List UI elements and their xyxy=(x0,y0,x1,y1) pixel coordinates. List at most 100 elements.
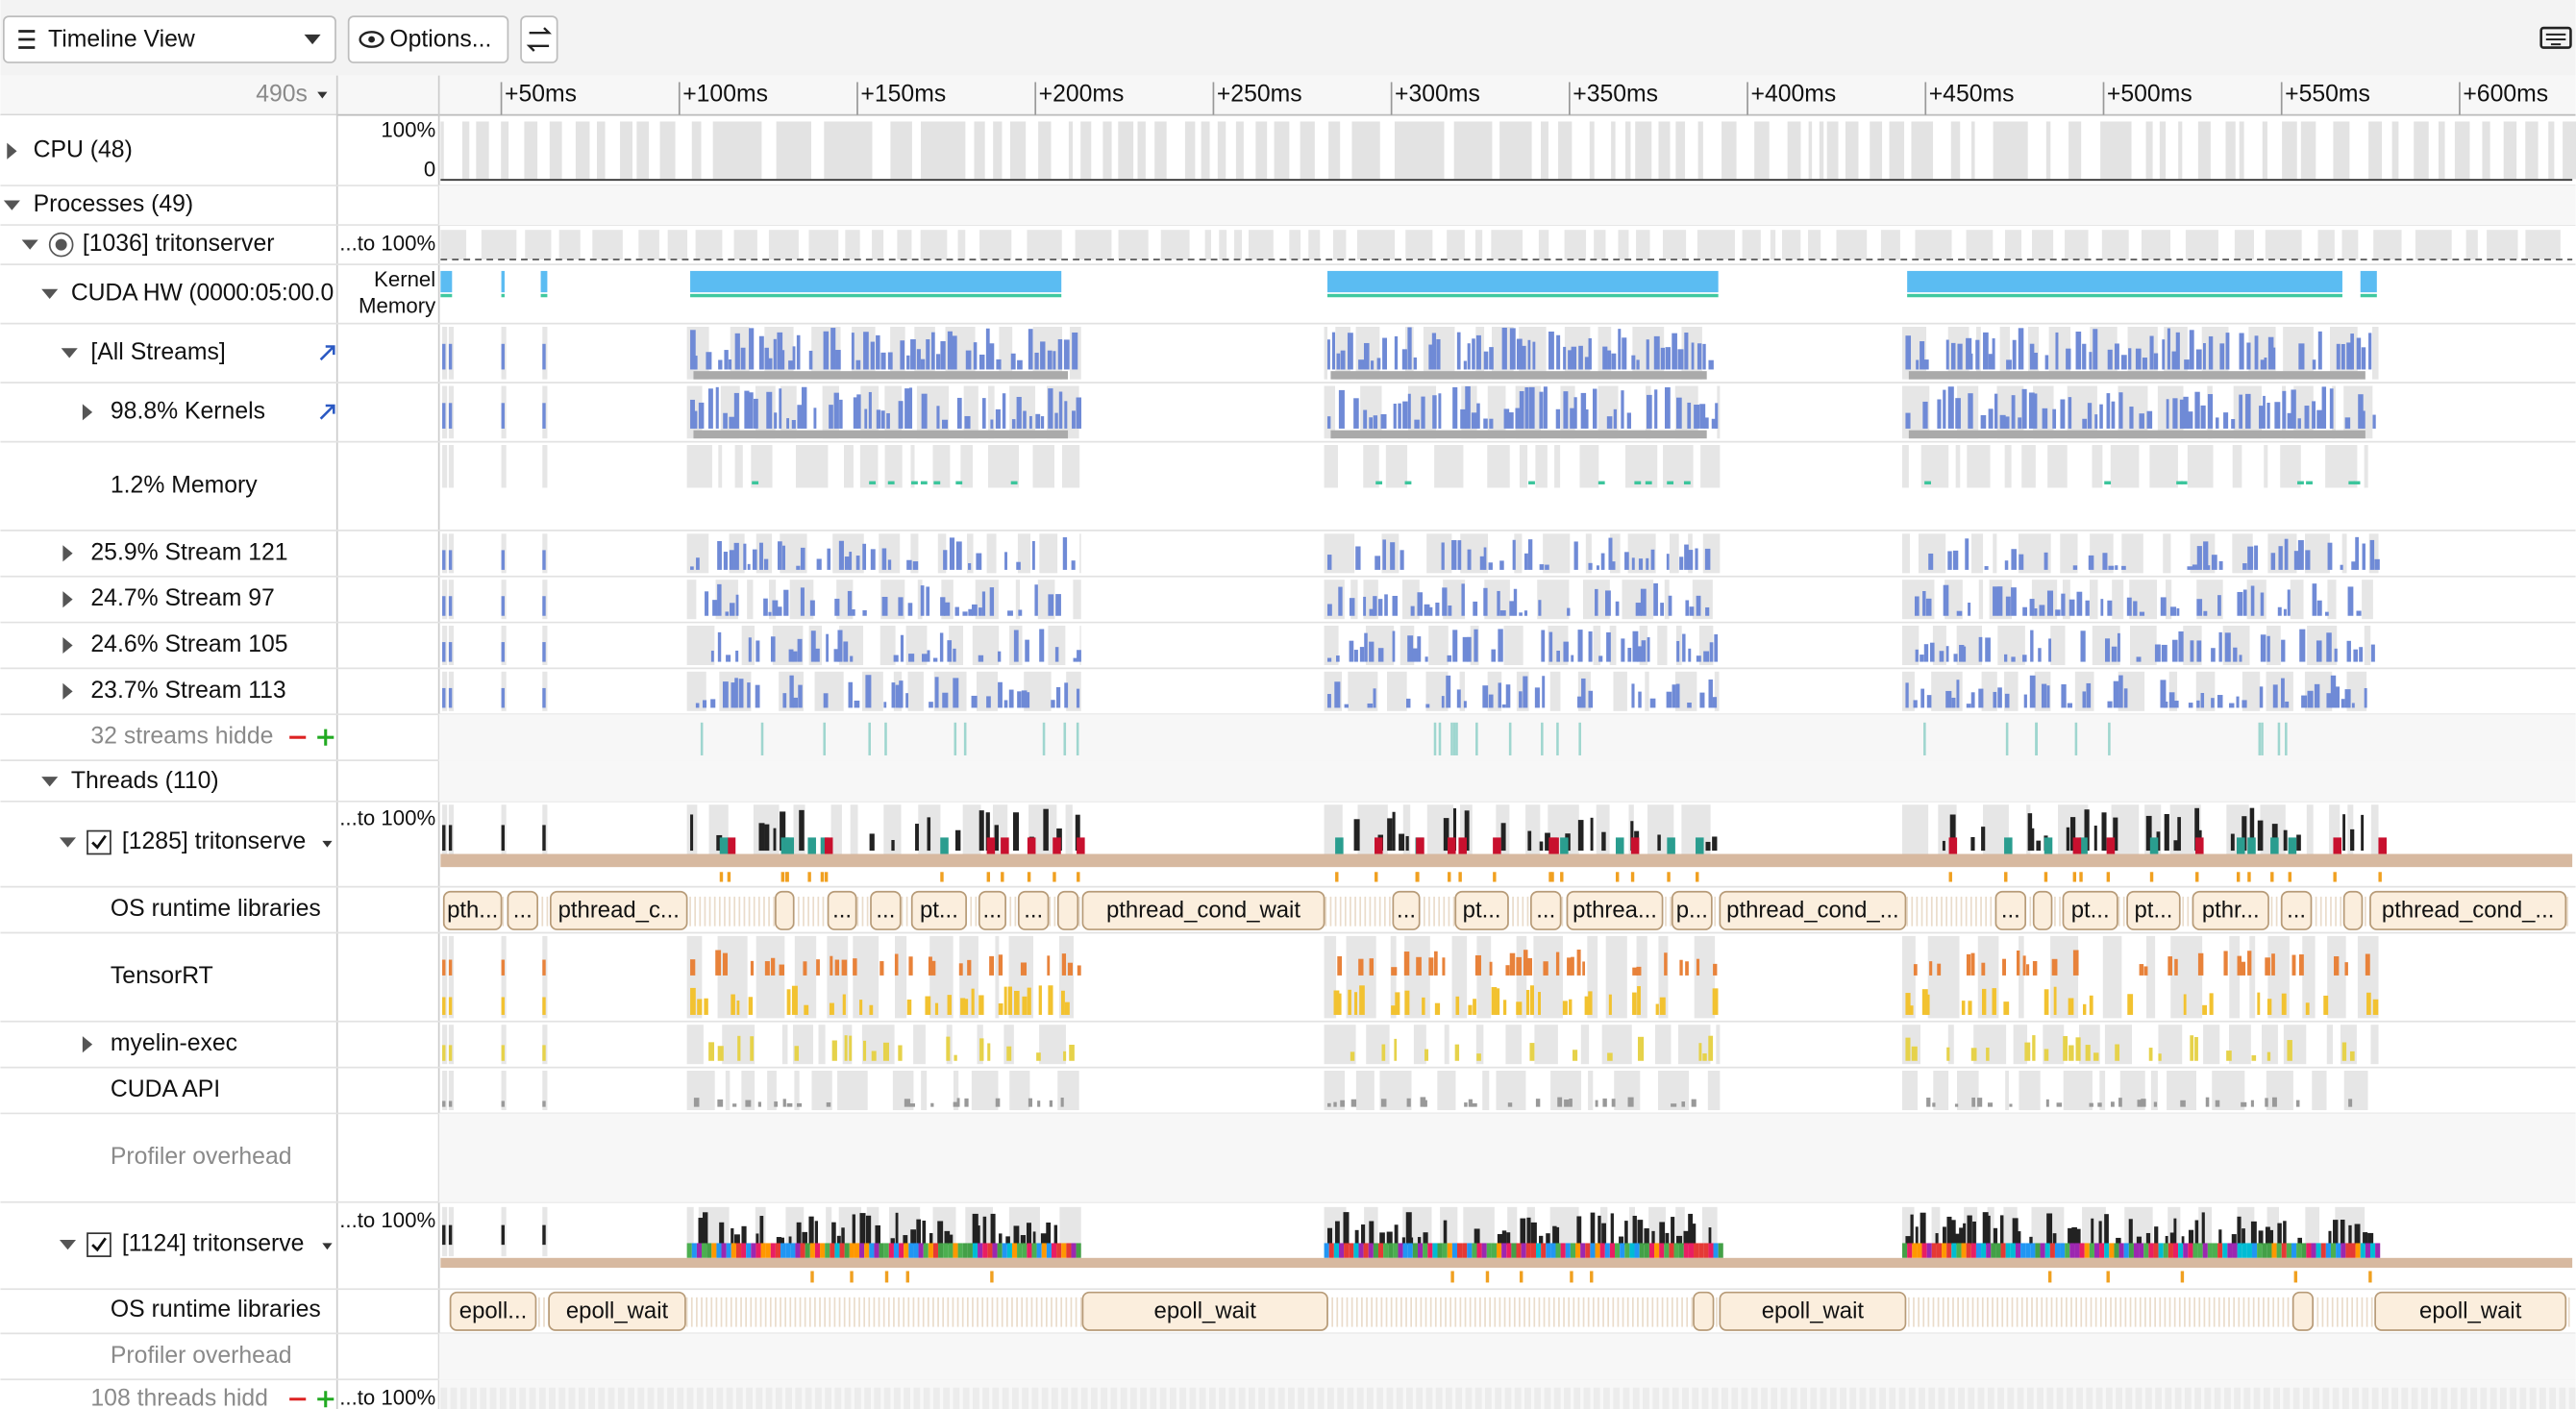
row-label[interactable]: 98.8% Kernels xyxy=(111,398,265,424)
activity-bar xyxy=(1398,403,1401,429)
os-call-pill[interactable] xyxy=(2374,1291,2567,1331)
os-call-pill[interactable] xyxy=(2280,890,2313,930)
expand-arrow[interactable] xyxy=(62,591,73,608)
checkbox[interactable] xyxy=(87,1232,111,1257)
expand-arrow[interactable] xyxy=(62,636,73,655)
expand-arrow[interactable] xyxy=(82,404,93,421)
os-call-pill[interactable] xyxy=(507,890,539,930)
os-call-pill[interactable] xyxy=(978,890,1006,930)
row-label[interactable]: 23.7% Stream 113 xyxy=(90,678,285,704)
os-call-pill[interactable] xyxy=(1081,1291,1328,1331)
activity-bar xyxy=(1021,690,1028,708)
os-call-pill[interactable] xyxy=(549,890,688,930)
row-label[interactable]: [1036] tritonserver xyxy=(83,231,275,257)
os-call-pill[interactable] xyxy=(775,890,795,930)
os-call-pill[interactable] xyxy=(1056,890,1079,930)
os-call-pill[interactable] xyxy=(442,890,503,930)
row-label[interactable]: Threads (110) xyxy=(71,768,219,794)
row-label[interactable]: 24.6% Stream 105 xyxy=(90,631,287,657)
row-label[interactable]: 1.2% Memory xyxy=(111,472,258,498)
os-call-pill[interactable] xyxy=(1454,890,1509,930)
row-label[interactable]: OS runtime libraries xyxy=(111,1297,321,1322)
collapse-arrow[interactable] xyxy=(41,777,59,787)
row-label[interactable]: 108 threads hidd xyxy=(90,1385,268,1409)
hidden-thread-block xyxy=(805,1387,812,1409)
os-call-pill[interactable] xyxy=(2192,890,2269,930)
activity-bar xyxy=(693,1098,700,1107)
collapse-arrow[interactable] xyxy=(61,348,78,358)
checkbox[interactable] xyxy=(87,829,111,855)
activity-bar xyxy=(2291,954,2296,976)
expand-arrow[interactable] xyxy=(82,1036,93,1053)
os-call-pill[interactable] xyxy=(2126,890,2181,930)
os-call-pill[interactable] xyxy=(1719,890,1907,930)
scale-label: Memory xyxy=(359,293,436,317)
view-dropdown[interactable]: Timeline View xyxy=(3,15,336,63)
os-call-pill[interactable] xyxy=(910,890,967,930)
row-label[interactable]: Profiler overhead xyxy=(111,1144,292,1170)
show-button[interactable] xyxy=(317,1391,334,1408)
row-label[interactable]: 32 streams hidde xyxy=(90,724,273,750)
hidden-thread-block xyxy=(2037,1387,2043,1409)
activity-bar xyxy=(834,959,840,976)
os-call-pill[interactable] xyxy=(2291,1291,2315,1331)
os-call-pill[interactable] xyxy=(870,890,902,930)
row-label[interactable]: OS runtime libraries xyxy=(111,896,321,922)
row-label[interactable]: TensorRT xyxy=(111,963,213,989)
thread-state xyxy=(825,1243,830,1258)
link-icon[interactable] xyxy=(319,404,335,420)
row-label[interactable]: Processes (49) xyxy=(34,191,194,217)
os-call-pill[interactable] xyxy=(1671,890,1713,930)
os-call-pill[interactable] xyxy=(1693,1291,1715,1331)
collapse-arrow[interactable] xyxy=(41,288,59,299)
thread-caret[interactable] xyxy=(322,1243,333,1250)
os-call-pill[interactable] xyxy=(548,1291,686,1331)
row-label[interactable]: CUDA HW (0000:05:00.0 xyxy=(71,280,334,306)
cpu-block xyxy=(1826,121,1839,180)
collapse-arrow[interactable] xyxy=(3,200,20,210)
os-call-pill[interactable] xyxy=(1017,890,1050,930)
os-call-pill[interactable] xyxy=(2032,890,2053,930)
os-call-pill[interactable] xyxy=(1081,890,1325,930)
activity-bar xyxy=(2115,565,2118,570)
ruler-start[interactable]: 490s xyxy=(256,82,308,108)
row-label[interactable]: [1124] tritonserve xyxy=(122,1231,305,1257)
os-call-pill[interactable] xyxy=(1719,1291,1907,1331)
os-call-pill[interactable] xyxy=(827,890,857,930)
row-label[interactable]: Profiler overhead xyxy=(111,1343,292,1369)
os-call-pill[interactable] xyxy=(1530,890,1562,930)
os-call-pill[interactable] xyxy=(2342,890,2364,930)
row-label[interactable]: [All Streams] xyxy=(90,339,225,365)
expand-arrow[interactable] xyxy=(7,142,17,160)
thread-state xyxy=(1590,1243,1596,1258)
thread-caret[interactable] xyxy=(322,840,333,848)
row-label[interactable]: 25.9% Stream 121 xyxy=(90,539,287,565)
os-call-pill[interactable] xyxy=(1566,890,1664,930)
row-label[interactable]: CPU (48) xyxy=(34,137,133,163)
activity-bar xyxy=(1327,1227,1333,1246)
expand-arrow[interactable] xyxy=(62,545,73,562)
row-label[interactable]: CUDA API xyxy=(111,1076,220,1102)
scale-label: 0 xyxy=(424,158,435,182)
swap-button[interactable] xyxy=(520,15,558,63)
link-icon[interactable] xyxy=(319,345,335,361)
os-call-pill[interactable] xyxy=(1392,890,1421,930)
expand-arrow[interactable] xyxy=(62,682,73,700)
keyboard-icon[interactable] xyxy=(2539,26,2572,49)
activity-bar xyxy=(1602,346,1608,370)
activity-bar xyxy=(501,642,505,662)
os-call-pill[interactable] xyxy=(2369,890,2567,930)
collapse-arrow[interactable] xyxy=(59,1240,77,1250)
os-call-pill[interactable] xyxy=(1994,890,2027,930)
row-label[interactable]: 24.7% Stream 97 xyxy=(90,585,274,611)
activity-bar xyxy=(2203,343,2206,370)
os-call-pill[interactable] xyxy=(449,1291,537,1331)
collapse-arrow[interactable] xyxy=(21,239,38,250)
options-button[interactable]: Options... xyxy=(347,15,509,63)
row-label[interactable]: myelin-exec xyxy=(111,1030,237,1056)
os-call-pill[interactable] xyxy=(2062,890,2118,930)
show-button[interactable] xyxy=(317,729,334,746)
row-label[interactable]: [1285] tritonserve xyxy=(122,828,306,854)
activity-bar xyxy=(2128,348,2132,370)
collapse-arrow[interactable] xyxy=(59,837,77,848)
